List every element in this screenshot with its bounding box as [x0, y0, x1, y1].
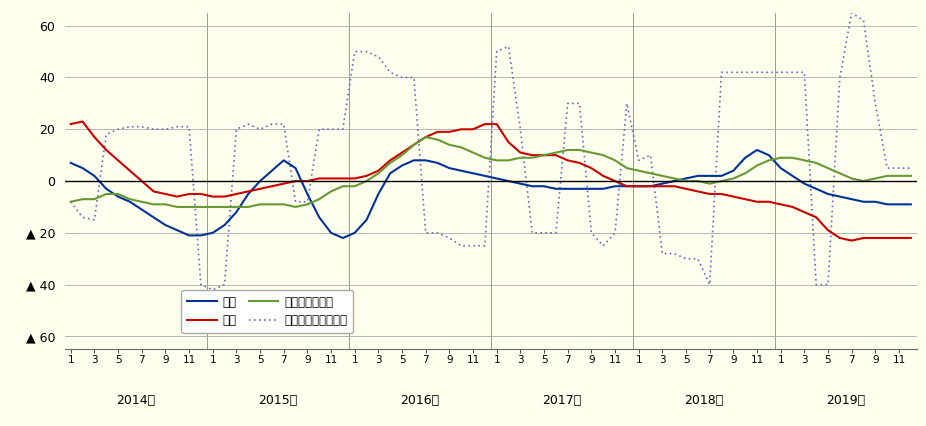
貸家	[846, 238, 857, 243]
持家	[644, 184, 656, 189]
Text: 2014年: 2014年	[117, 394, 156, 407]
持家	[337, 236, 348, 241]
分譲（一戸建）	[420, 135, 432, 140]
分譲（マンション）	[857, 18, 869, 23]
Text: 2018年: 2018年	[684, 394, 723, 407]
Legend: 持家, 貸家, 分譲（一戸建）, 分譲（マンション）: 持家, 貸家, 分譲（一戸建）, 分譲（マンション）	[181, 290, 353, 333]
分譲（マンション）	[207, 287, 219, 292]
Text: 2016年: 2016年	[400, 394, 439, 407]
Line: 分譲（一戸建）: 分譲（一戸建）	[70, 137, 911, 207]
貸家	[550, 153, 561, 158]
分譲（マンション）	[65, 199, 76, 204]
分譲（マンション）	[183, 124, 194, 129]
分譲（マンション）	[609, 230, 620, 236]
Text: 2019年: 2019年	[826, 394, 865, 407]
分譲（一戸建）	[361, 178, 372, 184]
貸家	[195, 191, 206, 196]
分譲（マンション）	[906, 166, 917, 171]
貸家	[361, 173, 372, 178]
Line: 持家: 持家	[70, 150, 911, 238]
貸家	[609, 178, 620, 184]
持家	[65, 160, 76, 165]
分譲（一戸建）	[657, 173, 668, 178]
貸家	[77, 119, 88, 124]
分譲（一戸建）	[621, 166, 632, 171]
持家	[183, 233, 194, 238]
持家	[857, 199, 869, 204]
分譲（一戸建）	[171, 204, 182, 210]
Line: 貸家: 貸家	[70, 121, 911, 241]
Text: 2017年: 2017年	[542, 394, 582, 407]
持家	[906, 202, 917, 207]
分譲（マンション）	[550, 230, 561, 236]
貸家	[906, 236, 917, 241]
分譲（マンション）	[846, 10, 857, 15]
分譲（一戸建）	[195, 204, 206, 210]
持家	[550, 186, 561, 191]
持家	[361, 217, 372, 222]
Text: 2015年: 2015年	[258, 394, 297, 407]
分譲（一戸建）	[906, 173, 917, 178]
持家	[751, 147, 762, 153]
分譲（一戸建）	[857, 178, 869, 184]
Line: 分譲（マンション）: 分譲（マンション）	[70, 13, 911, 290]
貸家	[857, 236, 869, 241]
分譲（マンション）	[644, 153, 656, 158]
分譲（マンション）	[361, 49, 372, 54]
貸家	[65, 121, 76, 127]
持家	[609, 184, 620, 189]
分譲（一戸建）	[65, 199, 76, 204]
分譲（一戸建）	[562, 147, 573, 153]
貸家	[644, 184, 656, 189]
